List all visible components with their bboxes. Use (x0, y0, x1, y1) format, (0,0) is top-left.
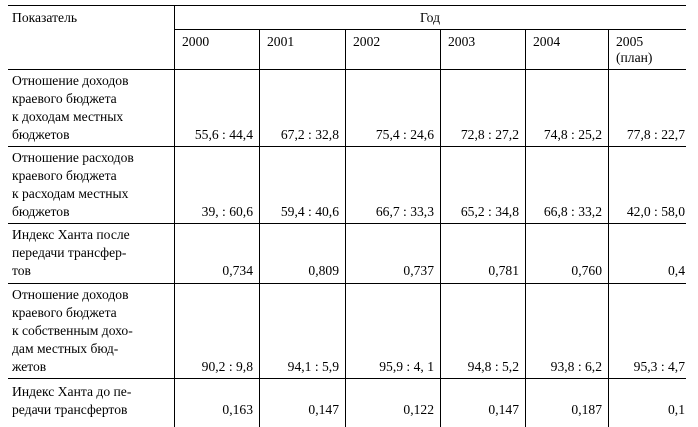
table-cell: 94,1 : 5,9 (287, 359, 339, 374)
table-cell: 66,8 : 33,2 (543, 204, 602, 219)
year-header: 2003 (448, 34, 476, 49)
table-cell: 0,809 (308, 263, 339, 278)
table-cell: 95,3 : 4,7 (633, 359, 685, 374)
row-label-line: бюджетов (12, 204, 70, 219)
table-top-rule (8, 5, 686, 6)
year-column-rule (440, 30, 441, 427)
row-label-line: бюджетов (12, 127, 70, 142)
row-label-line: Отношение доходов (12, 287, 129, 302)
year-header: 2001 (267, 34, 295, 49)
row-label-line: Отношение расходов (12, 150, 134, 165)
year-group-rule (174, 29, 686, 30)
row-label-line: Индекс Ханта после (12, 227, 130, 242)
table-cell: 0,734 (222, 263, 253, 278)
row-label-line: к доходам местных (12, 109, 124, 124)
table-cell: 0,4 (668, 263, 685, 278)
header-bottom-rule (8, 69, 686, 70)
row-label-line: краевого бюджета (12, 168, 117, 183)
year-header: 2002 (353, 34, 381, 49)
table-cell: 94,8 : 5,2 (467, 359, 519, 374)
table-cell: 75,4 : 24,6 (375, 127, 434, 142)
table-cell: 74,8 : 25,2 (543, 127, 602, 142)
row-label-line: редачи трансфертов (12, 402, 128, 417)
table-cell: 0,1 (668, 402, 685, 417)
row-1-bottom-rule (8, 146, 686, 147)
indicator-column-rule (174, 5, 175, 427)
table-cell: 93,8 : 6,2 (550, 359, 602, 374)
row-label-line: краевого бюджета (12, 305, 117, 320)
row-label-line: дам местных бюд- (12, 341, 119, 356)
row-label-line: Отношение доходов (12, 73, 129, 88)
year-column-rule (345, 30, 346, 427)
year-header-note: (план) (616, 50, 653, 65)
table-cell: 90,2 : 9,8 (201, 359, 253, 374)
table-cell: 0,147 (308, 402, 339, 417)
year-header: 2000 (182, 34, 210, 49)
table-cell: 67,2 : 32,8 (280, 127, 339, 142)
table-cell: 0,147 (488, 402, 519, 417)
table-cell: 72,8 : 27,2 (460, 127, 519, 142)
year-column-rule (608, 30, 609, 427)
table-cell: 0,122 (403, 402, 434, 417)
table-cell: 65,2 : 34,8 (460, 204, 519, 219)
row-3-bottom-rule (8, 283, 686, 284)
row-label-line: к собственным дохо- (12, 323, 133, 338)
table-cell: 39, : 60,6 (201, 204, 253, 219)
table-cell: 0,187 (571, 402, 602, 417)
indicator-header: Показатель (12, 10, 78, 25)
row-label-line: к расходам местных (12, 186, 129, 201)
table-cell: 55,6 : 44,4 (194, 127, 253, 142)
row-label-line: тов (12, 263, 31, 278)
row-4-bottom-rule (8, 378, 686, 379)
year-column-rule (259, 30, 260, 427)
row-label-line: краевого бюджета (12, 91, 117, 106)
table-cell: 0,760 (571, 263, 602, 278)
row-label-line: передачи трансфер- (12, 245, 127, 260)
table-cell: 42,0 : 58,0 (626, 204, 685, 219)
table-cell: 66,7 : 33,3 (375, 204, 434, 219)
row-label-line: Индекс Ханта до пе- (12, 384, 132, 399)
year-header: 2005 (616, 34, 644, 49)
table-cell: 0,163 (222, 402, 253, 417)
row-2-bottom-rule (8, 223, 686, 224)
year-group-header: Год (420, 10, 440, 25)
row-label-line: жетов (12, 359, 47, 374)
table-cell: 0,737 (403, 263, 434, 278)
table-cell: 95,9 : 4, 1 (379, 359, 434, 374)
year-column-rule (525, 30, 526, 427)
table-cell: 59,4 : 40,6 (280, 204, 339, 219)
table-cell: 0,781 (488, 263, 519, 278)
table-cell: 77,8 : 22,7 (626, 127, 685, 142)
year-header: 2004 (533, 34, 561, 49)
